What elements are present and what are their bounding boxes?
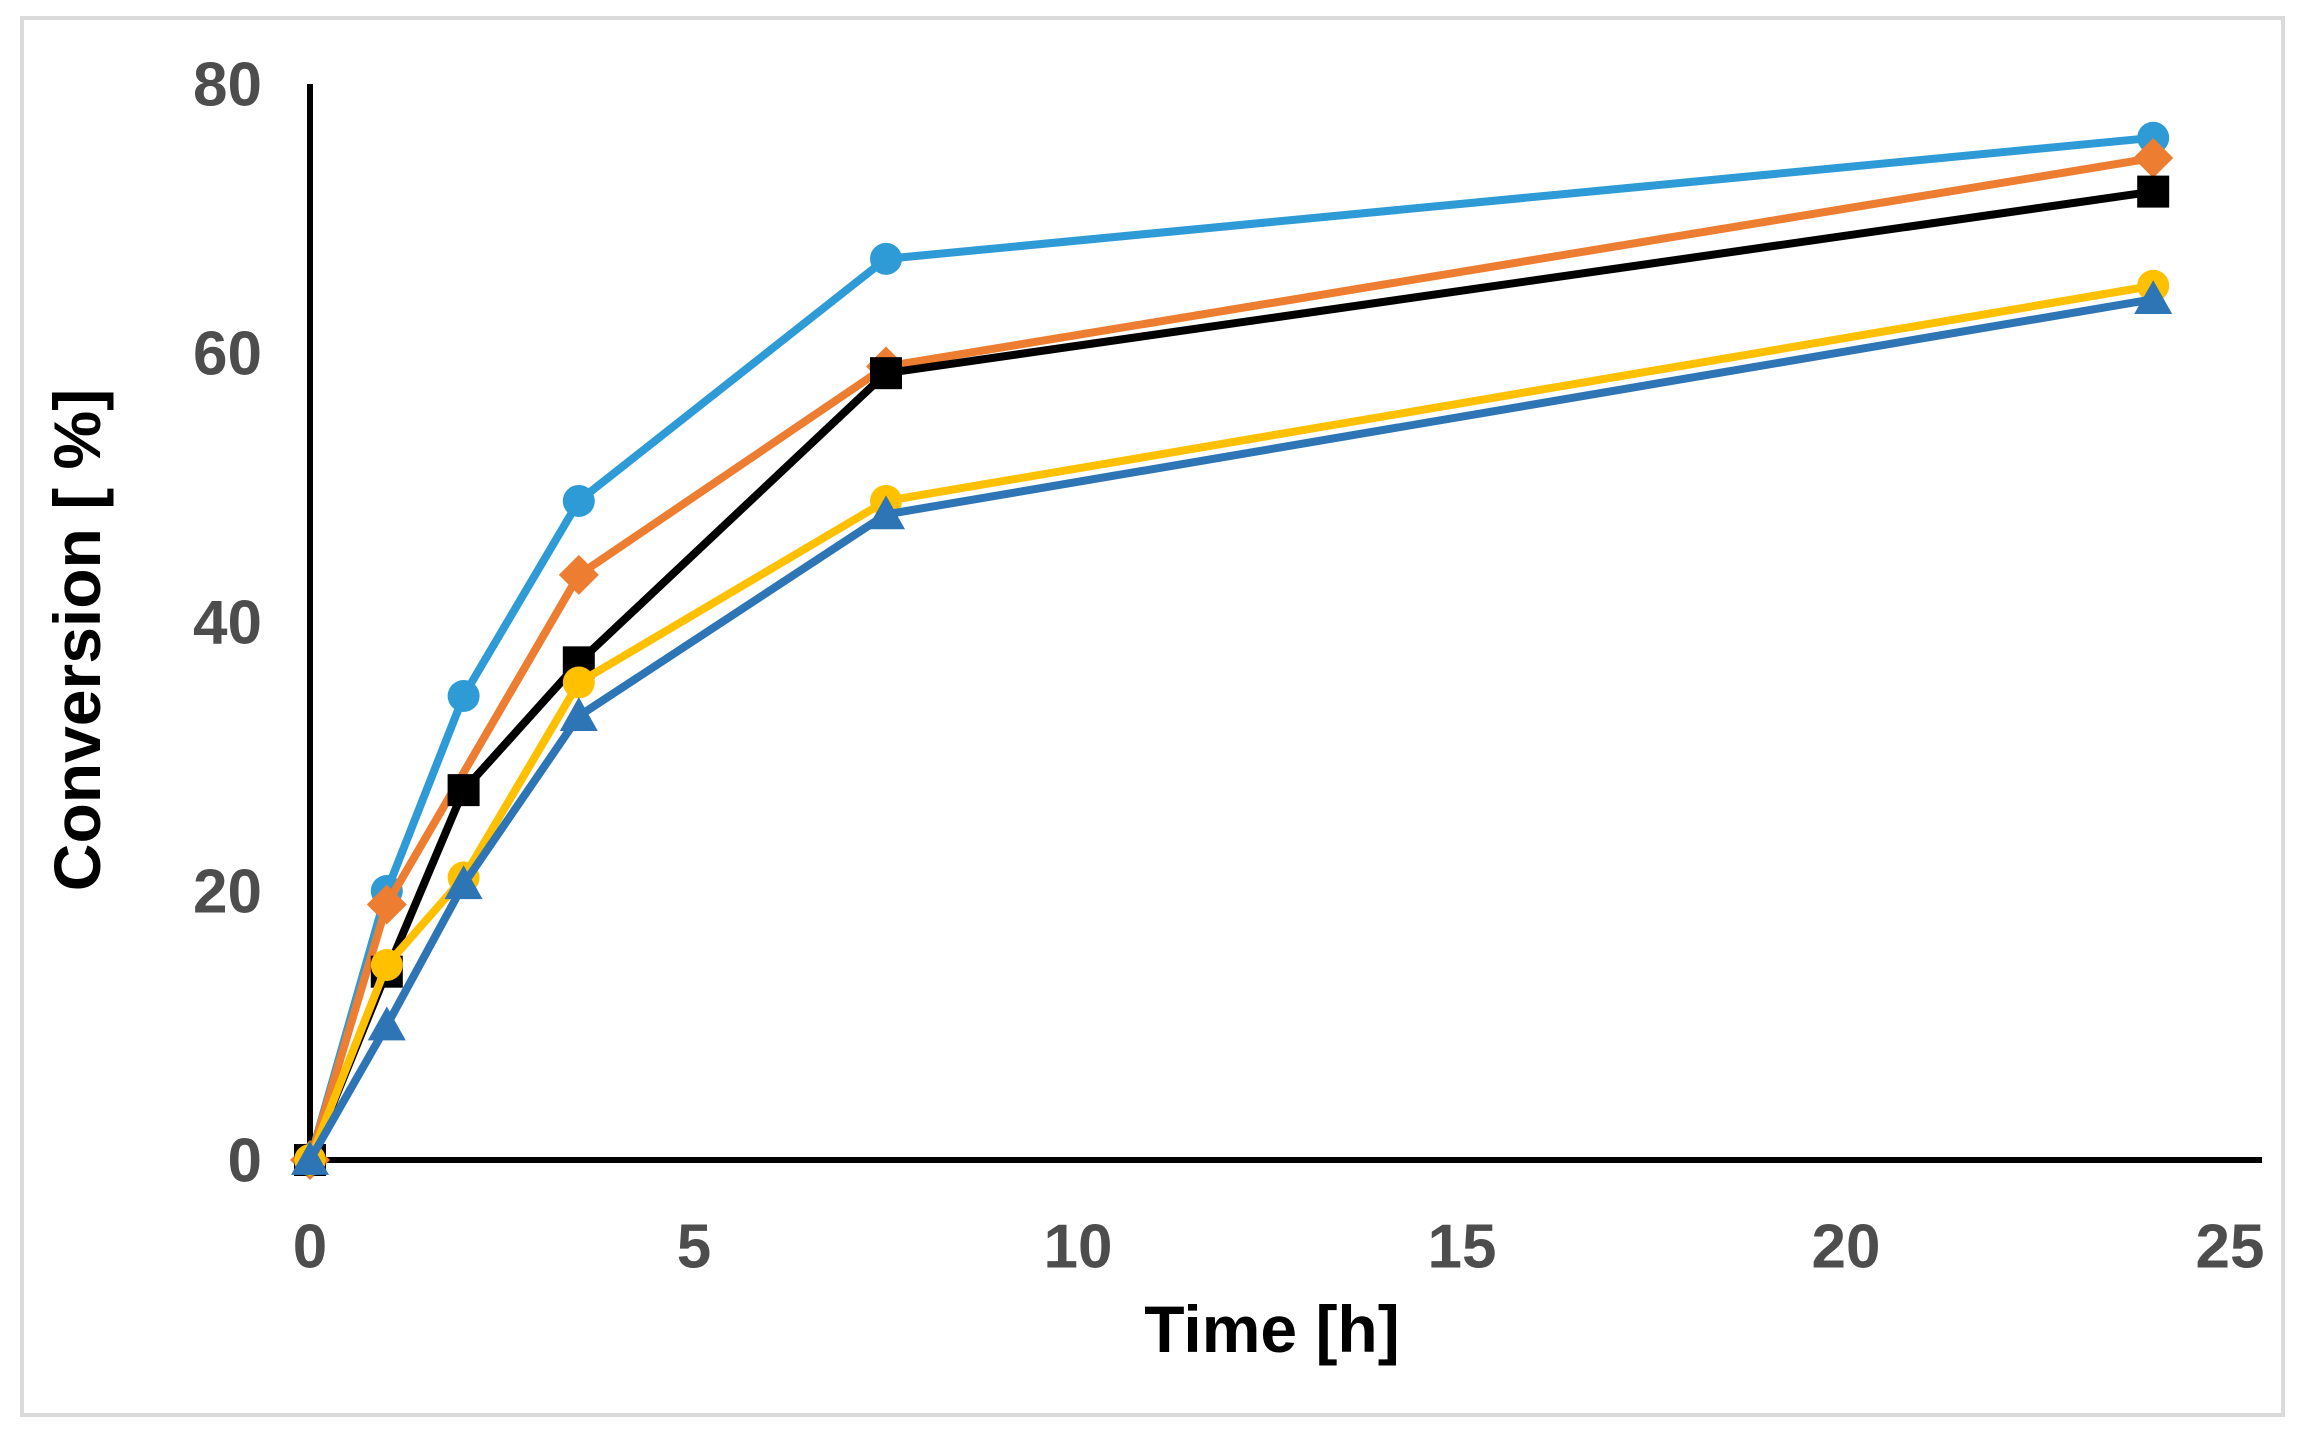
marker-blue-triangles xyxy=(559,697,598,731)
marker-black-squares xyxy=(447,774,480,807)
marker-light-blue-circles xyxy=(870,242,902,275)
y-tick-label: 40 xyxy=(193,589,262,658)
x-tick-label: 10 xyxy=(1044,1213,1113,1282)
marker-blue-triangles xyxy=(291,1141,329,1175)
marker-black-squares xyxy=(2137,175,2170,208)
x-tick-label: 0 xyxy=(293,1213,327,1282)
x-tick-label: 5 xyxy=(677,1213,711,1282)
marker-yellow-circles xyxy=(562,666,595,699)
marker-light-blue-circles xyxy=(562,484,595,517)
marker-light-blue-circles xyxy=(2137,121,2170,154)
y-tick-label: 20 xyxy=(193,858,262,927)
marker-blue-triangles xyxy=(444,865,483,900)
marker-orange-diamonds xyxy=(2133,137,2174,178)
series-line-yellow-circles xyxy=(306,281,2158,1164)
marker-yellow-circles xyxy=(370,948,403,981)
x-axis-title: Time [h] xyxy=(1144,1292,1399,1366)
y-tick-label: 80 xyxy=(193,51,262,120)
x-tick-label: 15 xyxy=(1428,1213,1497,1282)
marker-black-squares xyxy=(870,357,902,390)
y-tick-label: 60 xyxy=(193,320,262,389)
series-line-blue-triangles xyxy=(306,295,2158,1164)
figure-border xyxy=(20,16,2285,1417)
x-tick-label: 25 xyxy=(2196,1213,2265,1282)
marker-orange-diamonds xyxy=(558,554,599,595)
y-tick-label: 0 xyxy=(228,1127,262,1196)
marker-blue-triangles xyxy=(367,1006,406,1041)
marker-orange-diamonds xyxy=(366,884,407,925)
y-axis-title: Conversion [ %] xyxy=(40,389,114,891)
marker-blue-triangles xyxy=(2134,280,2173,315)
x-tick-label: 20 xyxy=(1812,1213,1881,1282)
marker-light-blue-circles xyxy=(447,679,480,712)
marker-blue-triangles xyxy=(867,495,905,530)
